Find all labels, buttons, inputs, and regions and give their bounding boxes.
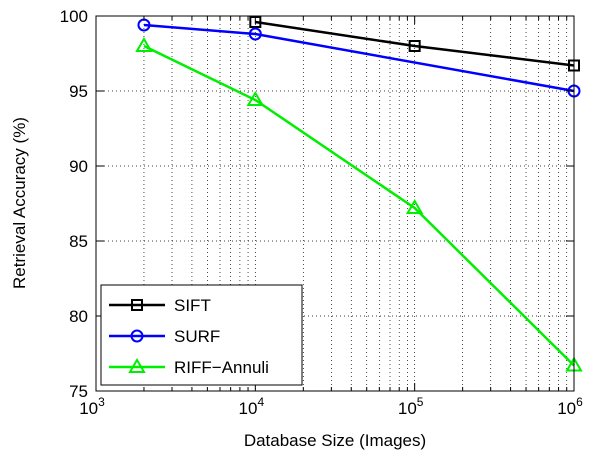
y-tick-label: 90 [69, 157, 88, 176]
y-tick-label: 85 [69, 232, 88, 251]
x-tick-label: 105 [398, 395, 424, 418]
x-tick-label: 103 [79, 395, 105, 418]
y-tick-label: 75 [69, 382, 88, 401]
x-axis-title: Database Size (Images) [244, 431, 426, 450]
x-tick-label: 106 [557, 395, 583, 418]
legend-item-surf: SURF [109, 327, 220, 346]
data-point-sift [408, 40, 421, 52]
series-layer [135, 16, 583, 372]
plot-frame [95, 15, 575, 392]
y-tick-label: 80 [69, 307, 88, 326]
data-point-riff-annuli [246, 91, 265, 106]
y-tick-label: 95 [69, 82, 88, 101]
legend: SIFT SURF RIFF−Annuli [100, 284, 303, 386]
legend-label: RIFF−Annuli [174, 358, 269, 377]
legend-item-sift: SIFT [109, 296, 211, 315]
legend-label: SIFT [174, 296, 211, 315]
data-point-riff-annuli [135, 37, 153, 52]
x-tick-label: 104 [239, 395, 265, 418]
legend-item-riff-annuli: RIFF−Annuli [109, 358, 269, 377]
y-tick-label: 100 [60, 7, 88, 26]
series-line-riff-annuli [143, 44, 575, 367]
data-point-riff-annuli [405, 199, 424, 214]
series-line-sift [255, 20, 575, 67]
tick-labels: 75 80 85 90 95 100 103 104 105 106 [60, 7, 583, 418]
legend-label: SURF [174, 327, 220, 346]
legend-marker-riff-annuli [128, 358, 146, 373]
series-line-surf [143, 23, 575, 93]
legend-marker-sift [131, 299, 143, 311]
legend-marker-surf [130, 329, 144, 343]
y-axis-title: Retrieval Accuracy (%) [10, 117, 29, 289]
data-point-surf [248, 27, 262, 41]
